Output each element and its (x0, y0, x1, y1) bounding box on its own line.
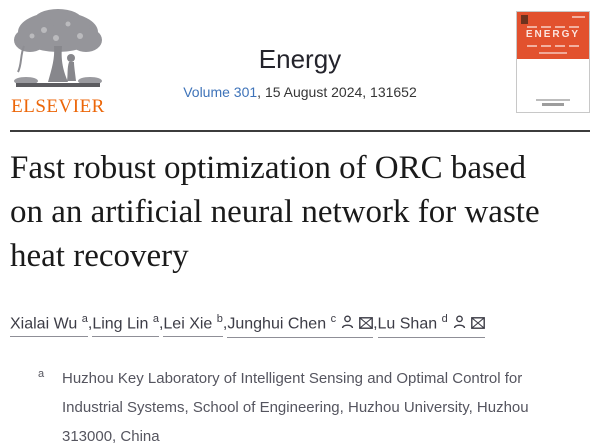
author-link[interactable]: Lei Xie b (163, 313, 223, 338)
author-separator: , (373, 315, 378, 333)
envelope-icon (359, 316, 373, 334)
issue-date-text: , 15 August 2024, 131652 (257, 84, 417, 100)
author-name: Junghui Chen (227, 315, 327, 333)
header-divider (10, 130, 590, 132)
author-link[interactable]: Ling Lin a (92, 313, 159, 338)
cover-footer-text-line (536, 99, 570, 101)
author-superscript: d (441, 313, 448, 325)
article-title: Fast robust optimization of ORC based on… (10, 150, 540, 274)
cover-title: ENERGY (525, 29, 581, 40)
author-superscript: c (330, 313, 337, 325)
elsevier-wordmark: ELSEVIER (11, 96, 105, 117)
author-superscript: a (81, 313, 88, 325)
issue-line: Volume 301, 15 August 2024, 131652 (150, 84, 450, 100)
author-name: Lei Xie (163, 315, 213, 333)
affiliation-text: Huzhou Key Laboratory of Intelligent Sen… (62, 370, 529, 445)
author-list: Xialai Wu a, Ling Lin a, Lei Xie b, Jung… (10, 313, 590, 339)
journal-header: Energy Volume 301, 15 August 2024, 13165… (150, 44, 450, 100)
cover-editors-line (517, 26, 589, 28)
journal-title[interactable]: Energy (258, 44, 342, 74)
cover-publisher-mark-icon (521, 15, 528, 24)
author-name: Xialai Wu (10, 315, 78, 333)
envelope-icon (470, 316, 485, 334)
author-separator: , (158, 315, 164, 333)
author-separator: , (87, 315, 93, 333)
volume-link[interactable]: Volume 301 (183, 84, 258, 100)
affiliation-superscript: a (38, 368, 45, 380)
journal-cover-thumbnail[interactable]: ENERGY (516, 11, 590, 113)
author-superscript: a (152, 313, 159, 325)
cover-serial-text-line (572, 16, 585, 18)
affiliation: a Huzhou Key Laboratory of Intelligent Se… (10, 360, 562, 446)
cover-editors-line (517, 45, 589, 47)
person-icon (341, 315, 354, 334)
cover-subtitle-line (539, 52, 567, 54)
author-name: Lu Shan (377, 315, 438, 333)
cover-masthead: ENERGY (517, 12, 589, 59)
author-superscript: b (216, 313, 223, 325)
author-link[interactable]: Lu Shan d (377, 313, 485, 339)
person-icon (453, 315, 466, 334)
author-link[interactable]: Junghui Chen c (227, 313, 374, 339)
author-link[interactable]: Xialai Wu a (10, 313, 88, 338)
author-name: Ling Lin (92, 315, 149, 333)
author-separator: , (222, 315, 228, 333)
elsevier-logo: ELSEVIER (10, 6, 106, 118)
elsevier-tree-icon (10, 9, 106, 94)
cover-footer-logo-line (542, 103, 564, 106)
